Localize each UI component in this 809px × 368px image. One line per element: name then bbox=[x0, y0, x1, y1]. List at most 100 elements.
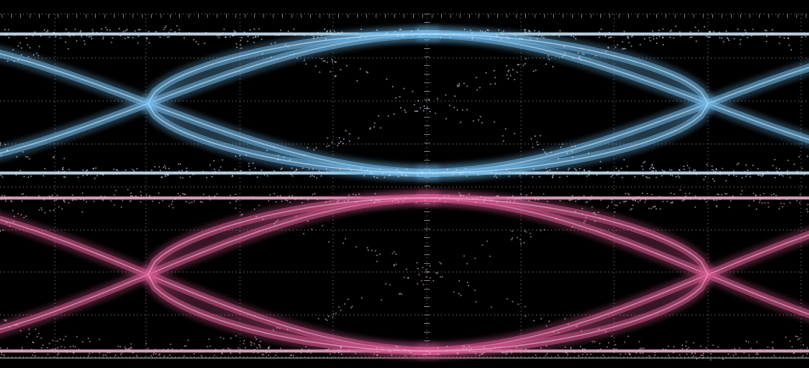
noise-dot bbox=[552, 176, 554, 178]
noise-dot bbox=[635, 197, 637, 199]
noise-dot bbox=[658, 32, 660, 34]
noise-dot bbox=[583, 170, 585, 172]
noise-dot bbox=[33, 349, 35, 351]
noise-dot bbox=[445, 34, 447, 36]
noise-dot bbox=[14, 216, 16, 218]
noise-dot bbox=[671, 169, 673, 171]
noise-dot bbox=[745, 175, 747, 177]
noise-dot bbox=[782, 175, 784, 177]
noise-dot bbox=[693, 355, 695, 357]
noise-dot bbox=[493, 70, 495, 72]
noise-dot bbox=[574, 168, 576, 170]
noise-dot bbox=[642, 34, 644, 36]
noise-dot bbox=[671, 30, 673, 32]
noise-dot bbox=[733, 175, 735, 177]
noise-dot bbox=[557, 168, 559, 170]
noise-dot bbox=[275, 35, 277, 37]
noise-dot bbox=[632, 204, 634, 206]
noise-dot bbox=[417, 283, 419, 285]
noise-dot bbox=[328, 348, 330, 350]
noise-dot bbox=[392, 253, 394, 255]
noise-dot bbox=[553, 331, 555, 333]
noise-dot bbox=[572, 226, 574, 228]
noise-dot bbox=[367, 247, 369, 249]
noise-dot bbox=[689, 198, 691, 200]
noise-dot bbox=[686, 353, 688, 355]
noise-dot bbox=[456, 109, 458, 111]
noise-dot bbox=[281, 167, 283, 169]
noise-dot bbox=[651, 164, 653, 166]
noise-dot bbox=[272, 198, 274, 200]
noise-dot bbox=[662, 44, 664, 46]
noise-dot bbox=[540, 318, 542, 320]
noise-dot bbox=[783, 37, 785, 39]
noise-dot bbox=[621, 168, 623, 170]
noise-dot bbox=[328, 315, 330, 317]
noise-dot bbox=[176, 25, 178, 27]
noise-dot bbox=[299, 197, 301, 199]
noise-dot bbox=[92, 168, 94, 170]
noise-dot bbox=[723, 41, 725, 43]
noise-dot bbox=[8, 326, 10, 328]
noise-dot bbox=[655, 170, 657, 172]
noise-dot bbox=[635, 200, 637, 202]
noise-dot bbox=[747, 174, 749, 176]
noise-dot bbox=[412, 35, 414, 37]
noise-dot bbox=[153, 354, 155, 356]
noise-dot bbox=[232, 198, 234, 200]
noise-dot bbox=[575, 211, 577, 213]
noise-dot bbox=[315, 147, 317, 149]
noise-dot bbox=[590, 199, 592, 201]
noise-dot bbox=[432, 173, 434, 175]
noise-dot bbox=[670, 202, 672, 204]
noise-dot bbox=[761, 175, 763, 177]
noise-dot bbox=[679, 31, 681, 33]
noise-dot bbox=[595, 55, 597, 57]
noise-dot bbox=[607, 46, 609, 48]
noise-dot bbox=[752, 29, 754, 31]
noise-dot bbox=[799, 194, 801, 196]
noise-dot bbox=[628, 335, 630, 337]
noise-dot bbox=[428, 99, 430, 101]
noise-dot bbox=[109, 352, 111, 354]
noise-dot bbox=[174, 31, 176, 33]
noise-dot bbox=[705, 176, 707, 178]
noise-dot bbox=[102, 38, 104, 40]
noise-dot bbox=[509, 172, 511, 174]
noise-dot bbox=[653, 35, 655, 37]
noise-dot bbox=[639, 200, 641, 202]
noise-dot bbox=[348, 194, 350, 196]
noise-dot bbox=[544, 151, 546, 153]
noise-dot bbox=[582, 53, 584, 55]
noise-dot bbox=[179, 29, 181, 31]
noise-dot bbox=[15, 174, 17, 176]
noise-dot bbox=[83, 199, 85, 201]
noise-dot bbox=[736, 164, 738, 166]
noise-dot bbox=[418, 274, 420, 276]
noise-dot bbox=[580, 59, 582, 61]
noise-dot bbox=[768, 349, 770, 351]
noise-dot bbox=[639, 44, 641, 46]
noise-dot bbox=[721, 194, 723, 196]
noise-dot bbox=[262, 350, 264, 352]
noise-dot bbox=[136, 197, 138, 199]
noise-dot bbox=[656, 43, 658, 45]
noise-dot bbox=[423, 110, 425, 112]
noise-dot bbox=[222, 32, 224, 34]
noise-dot bbox=[506, 65, 508, 67]
noise-dot bbox=[682, 344, 684, 346]
noise-dot bbox=[480, 30, 482, 32]
noise-dot bbox=[549, 169, 551, 171]
noise-dot bbox=[406, 168, 408, 170]
noise-dot bbox=[371, 250, 373, 252]
noise-dot bbox=[796, 200, 798, 202]
noise-dot bbox=[594, 341, 596, 343]
noise-dot bbox=[390, 174, 392, 176]
noise-dot bbox=[399, 171, 401, 173]
noise-dot bbox=[174, 33, 176, 35]
noise-dot bbox=[600, 348, 602, 350]
noise-dot bbox=[113, 168, 115, 170]
noise-dot bbox=[739, 347, 741, 349]
noise-dot bbox=[349, 140, 351, 142]
noise-dot bbox=[158, 166, 160, 168]
